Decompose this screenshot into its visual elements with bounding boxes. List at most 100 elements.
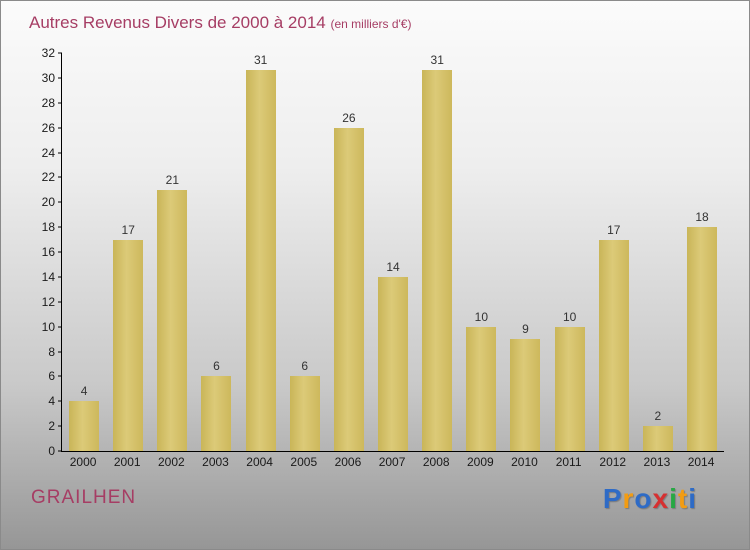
x-axis-labels: 2000 2001 2002 2003 2004 2005 2006 2007 2008 2009… <box>61 455 723 469</box>
x-tick-label: 2010 <box>511 455 538 469</box>
logo-letter: x <box>652 483 670 514</box>
bar-value-label: 17 <box>607 222 621 237</box>
y-tick-mark <box>58 127 62 129</box>
bar-column: 2 <box>636 53 680 451</box>
x-tick-label: 2008 <box>422 455 450 469</box>
y-tick-label: 28 <box>41 95 55 110</box>
bar-column: 17 <box>106 53 150 451</box>
y-tick-mark <box>58 425 62 427</box>
y-tick-mark <box>58 450 62 452</box>
y-tick-label: 30 <box>41 70 55 85</box>
y-tick-label: 6 <box>48 369 55 384</box>
y-tick-mark <box>58 276 62 278</box>
proxiti-logo: Proxiti <box>603 483 697 515</box>
bar-value-label: 2 <box>654 409 662 424</box>
bar <box>113 239 144 451</box>
bar-value-label: 31 <box>430 53 444 67</box>
y-tick-label: 4 <box>48 394 55 409</box>
y-tick-mark <box>58 326 62 328</box>
y-tick-label: 32 <box>41 46 55 60</box>
bar-value-label: 26 <box>342 110 356 125</box>
logo-letter: o <box>634 483 653 514</box>
x-tick-label: 2009 <box>466 455 494 469</box>
y-tick-label: 16 <box>41 245 55 259</box>
bar <box>687 227 718 451</box>
y-tick-label: 0 <box>48 444 55 458</box>
x-tick-label: 2005 <box>290 455 318 469</box>
bar-column: 31 <box>239 53 283 451</box>
y-tick-mark <box>58 251 62 253</box>
bar-value-label: 10 <box>474 309 489 324</box>
bar <box>289 376 320 451</box>
bar-value-label: 17 <box>121 222 135 237</box>
x-tick-label: 2000 <box>69 455 97 469</box>
bar <box>378 276 409 451</box>
y-tick-label: 2 <box>48 419 55 434</box>
bar <box>157 189 188 451</box>
bar <box>69 401 100 451</box>
chart-title: Autres Revenus Divers de 2000 à 2014 (en… <box>29 13 411 33</box>
bar-value-label: 14 <box>386 259 400 274</box>
bar-column: 26 <box>327 53 371 451</box>
bar <box>245 70 276 451</box>
bar-column: 10 <box>459 53 503 451</box>
logo-letter: i <box>688 483 697 514</box>
x-tick-label: 2007 <box>378 455 406 469</box>
bar-column: 21 <box>150 53 194 451</box>
bar-value-label: 9 <box>522 322 529 337</box>
logo-letter: i <box>669 483 678 514</box>
bar-column: 17 <box>592 53 636 451</box>
bar-value-label: 6 <box>301 359 309 374</box>
y-tick-mark <box>58 52 62 54</box>
x-tick-label: 2006 <box>334 455 362 469</box>
y-tick-label: 12 <box>41 294 55 309</box>
x-tick-label: 2002 <box>158 455 185 469</box>
bar-column: 4 <box>62 53 106 451</box>
x-tick-label: 2011 <box>555 455 582 469</box>
bars-container: 4 17 21 6 31 6 26 14 31 10 9 10 17 2 18 <box>62 53 724 451</box>
bar-chart: 0 2 4 6 8 10 12 14 16 18 20 22 24 26 28 30 32 4 17 21 6 31 6 2… <box>42 46 724 458</box>
logo-letter: r <box>622 483 635 514</box>
y-tick-mark <box>58 77 62 79</box>
x-tick-label: 2001 <box>113 455 141 469</box>
x-tick-label: 2013 <box>643 455 671 469</box>
bar <box>598 239 629 451</box>
bar-value-label: 4 <box>80 384 88 399</box>
y-tick-mark <box>58 400 62 402</box>
y-tick-label: 24 <box>41 145 55 160</box>
y-tick-mark <box>58 201 62 203</box>
y-tick-label: 8 <box>48 344 55 359</box>
bar-column: 9 <box>503 53 547 451</box>
bar-column: 6 <box>194 53 238 451</box>
bar-value-label: 18 <box>695 210 709 225</box>
bar-value-label: 6 <box>213 359 220 374</box>
bar-column: 10 <box>548 53 592 451</box>
bar <box>201 376 232 451</box>
y-tick-mark <box>58 351 62 352</box>
entity-name: GRAILHEN <box>31 487 137 508</box>
y-tick-label: 22 <box>41 170 55 185</box>
y-tick-mark <box>58 301 62 303</box>
y-tick-mark <box>58 152 62 153</box>
bar <box>466 326 497 451</box>
logo-letter: t <box>677 483 689 514</box>
bar-column: 6 <box>283 53 327 451</box>
logo-letter: P <box>602 483 623 514</box>
y-tick-label: 18 <box>41 220 55 235</box>
x-tick-label: 2004 <box>246 455 273 469</box>
y-tick-label: 26 <box>41 120 55 135</box>
y-tick-label: 14 <box>41 269 55 284</box>
x-tick-label: 2012 <box>599 455 627 469</box>
y-tick-mark <box>58 176 62 178</box>
bar <box>333 127 364 451</box>
y-tick-label: 10 <box>41 319 55 334</box>
y-tick-label: 20 <box>41 195 55 210</box>
bar-column: 14 <box>371 53 415 451</box>
chart-title-text: Autres Revenus Divers de 2000 à 2014 <box>29 13 326 32</box>
bar <box>510 339 541 451</box>
bar-value-label: 31 <box>253 53 268 67</box>
x-tick-label: 2003 <box>202 455 229 469</box>
y-tick-mark <box>58 226 62 228</box>
bar-column: 18 <box>680 53 724 451</box>
